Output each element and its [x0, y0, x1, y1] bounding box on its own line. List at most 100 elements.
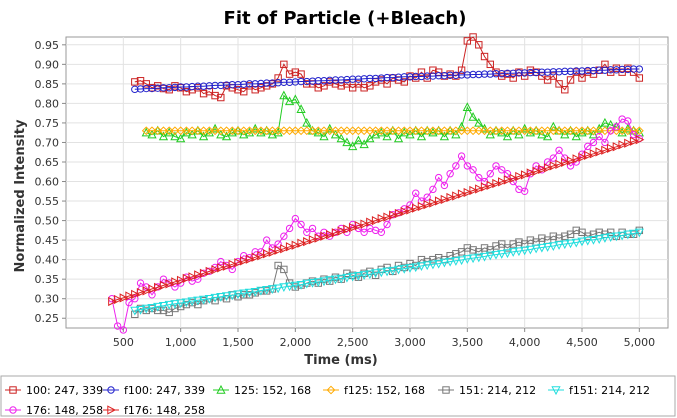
data-point	[434, 253, 443, 262]
data-point	[588, 129, 599, 139]
data-point	[560, 126, 570, 136]
data-point	[280, 244, 289, 254]
data-point	[617, 126, 627, 136]
data-point	[336, 126, 346, 136]
data-point	[469, 246, 477, 254]
data-point	[595, 132, 603, 141]
data-point	[245, 80, 254, 88]
data-point	[119, 326, 128, 334]
data-point	[291, 240, 301, 250]
data-point	[216, 129, 226, 139]
data-point	[285, 126, 295, 136]
data-point	[525, 245, 536, 255]
data-point	[211, 91, 219, 100]
data-point	[439, 131, 450, 141]
data-point	[291, 68, 300, 76]
data-point	[440, 194, 450, 205]
data-point	[290, 281, 300, 291]
data-point	[377, 228, 386, 237]
data-point	[285, 242, 295, 252]
data-point	[377, 214, 387, 224]
legend-swatch-marker	[9, 386, 17, 394]
data-point	[423, 199, 433, 210]
data-point	[429, 72, 437, 80]
data-point	[326, 230, 335, 240]
data-point	[348, 126, 358, 136]
data-point	[389, 210, 398, 220]
data-point	[509, 240, 517, 248]
data-point	[234, 80, 242, 89]
data-point	[498, 177, 507, 187]
data-point	[113, 294, 123, 305]
data-point	[182, 83, 191, 91]
data-point	[303, 237, 312, 247]
data-point	[537, 243, 547, 253]
data-point	[273, 284, 283, 294]
data-point	[314, 233, 324, 243]
data-point	[125, 298, 133, 307]
data-point	[262, 236, 271, 244]
data-point	[480, 70, 489, 78]
data-point	[331, 76, 340, 84]
data-point	[370, 269, 381, 278]
data-point	[561, 157, 570, 168]
data-point	[234, 258, 244, 268]
data-point	[583, 236, 593, 246]
data-point	[308, 77, 317, 85]
data-point	[503, 126, 512, 136]
data-point	[171, 277, 181, 287]
data-point	[204, 295, 214, 304]
data-point	[131, 78, 139, 86]
data-point	[336, 274, 346, 284]
data-point	[520, 170, 530, 180]
series-line	[111, 118, 640, 331]
data-point	[257, 84, 265, 92]
data-point	[319, 126, 329, 136]
data-point	[509, 173, 519, 184]
data-point	[291, 214, 300, 223]
data-point	[469, 33, 477, 41]
data-point	[635, 74, 644, 82]
y-tick-label: 0.85	[35, 78, 60, 91]
data-point	[217, 93, 225, 102]
series-8	[108, 135, 645, 307]
data-point	[285, 70, 294, 78]
data-point	[331, 228, 341, 238]
data-point	[371, 271, 380, 279]
data-point	[199, 89, 208, 98]
data-point	[555, 68, 563, 76]
data-point	[130, 306, 140, 316]
data-point	[572, 154, 582, 164]
data-point	[411, 126, 421, 136]
data-point	[250, 287, 260, 297]
data-point	[320, 77, 328, 85]
data-point	[469, 70, 477, 79]
data-point	[302, 126, 312, 136]
data-point	[383, 212, 393, 222]
data-point	[274, 261, 282, 270]
y-tick-label: 0.45	[35, 234, 60, 247]
data-point	[320, 231, 330, 241]
data-point	[479, 252, 490, 262]
data-point	[611, 232, 622, 242]
legend-item: 176: 148, 258	[5, 404, 103, 417]
data-point	[303, 228, 311, 237]
data-point	[520, 69, 529, 77]
data-point	[624, 65, 632, 74]
data-point	[366, 82, 374, 90]
data-point	[634, 228, 644, 238]
data-point	[331, 126, 340, 136]
data-point	[589, 126, 598, 136]
data-point	[566, 67, 575, 76]
data-point	[326, 76, 334, 85]
data-point	[542, 243, 553, 252]
series-6	[130, 228, 644, 316]
data-point	[629, 136, 639, 146]
x-tick-label: 500	[113, 336, 134, 349]
data-point	[267, 285, 278, 295]
data-point	[354, 221, 364, 231]
data-point	[474, 253, 484, 263]
data-point	[594, 235, 604, 245]
data-point	[154, 306, 162, 315]
